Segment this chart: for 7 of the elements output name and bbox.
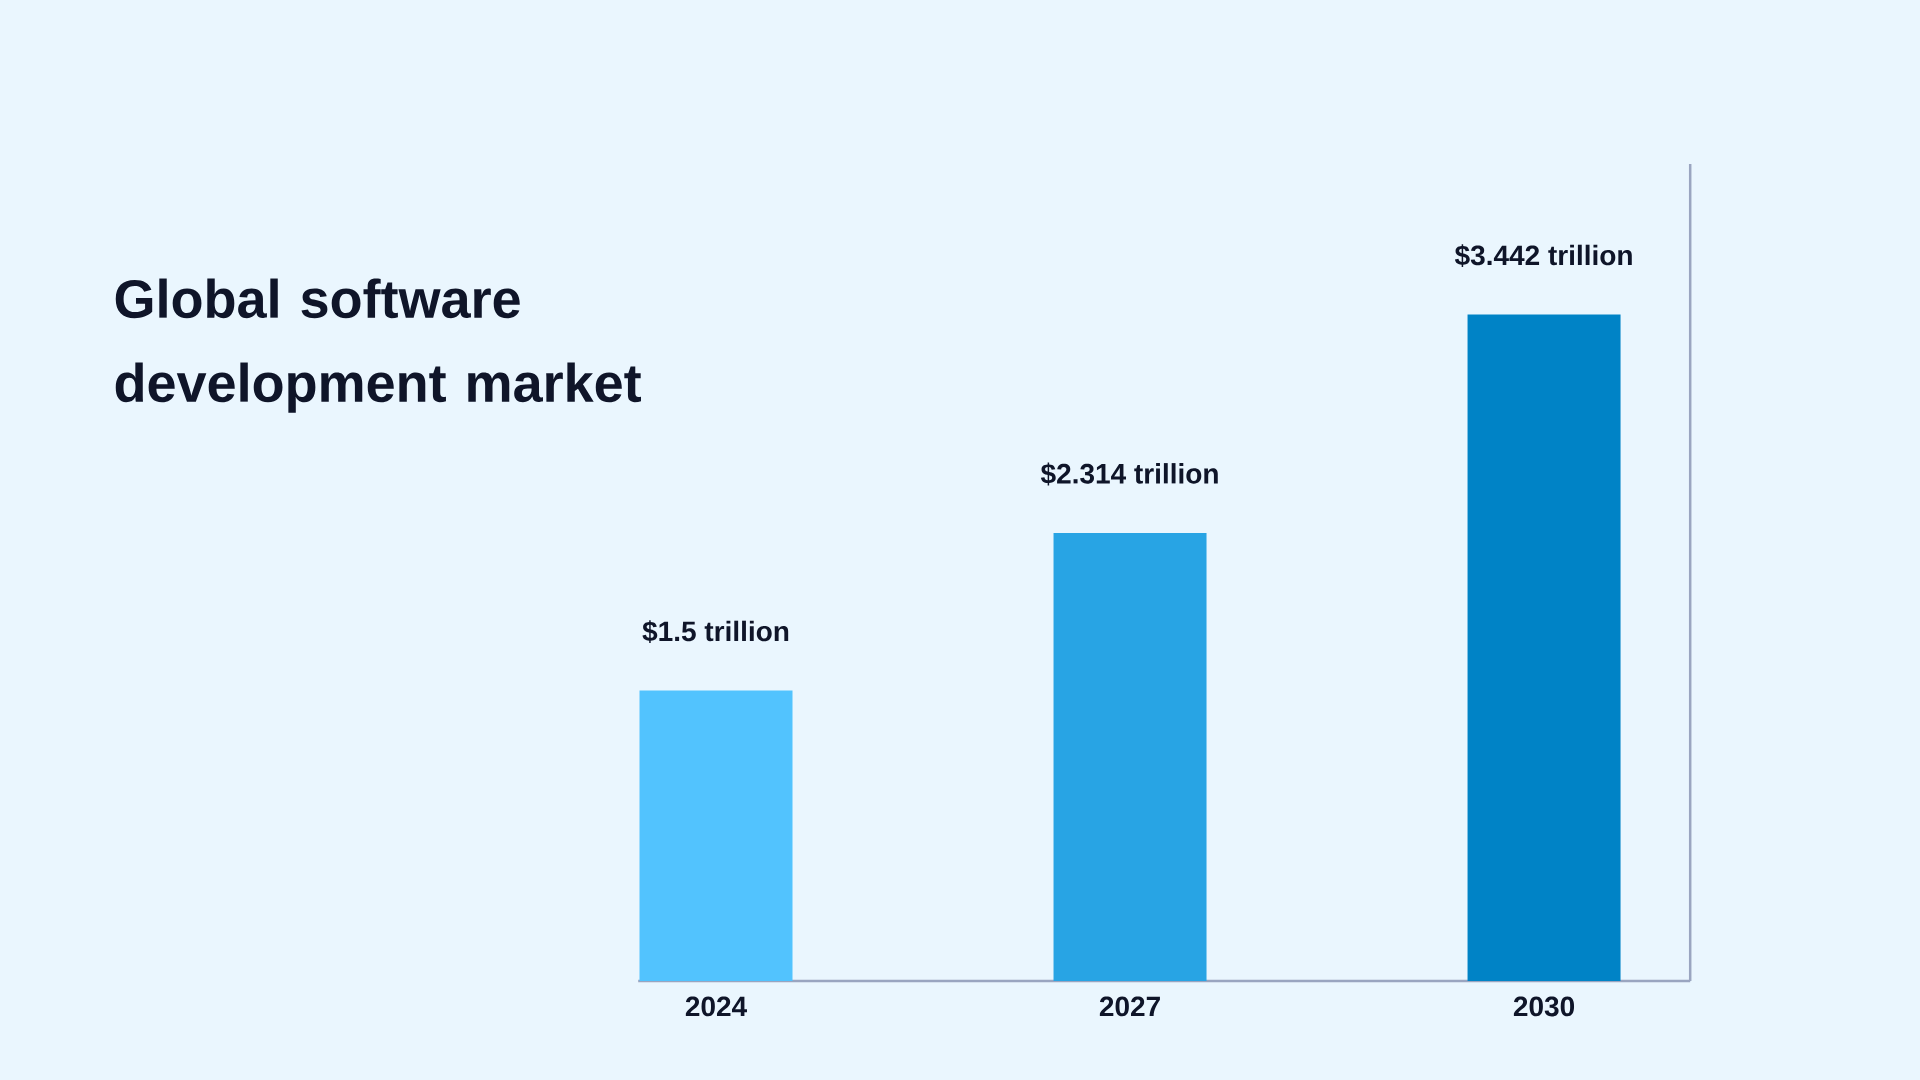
chart-title: Global software development market (115, 278, 641, 413)
x-tick-label: 2027 (1099, 996, 1160, 1017)
data-label: $2.314 trillion (1040, 462, 1218, 486)
x-tick-label: 2024 (685, 996, 747, 1017)
x-tick-label: 2030 (1513, 996, 1575, 1017)
data-label: $3.442 trillion (1454, 244, 1632, 268)
data-label: $1.5 trillion (642, 620, 789, 644)
